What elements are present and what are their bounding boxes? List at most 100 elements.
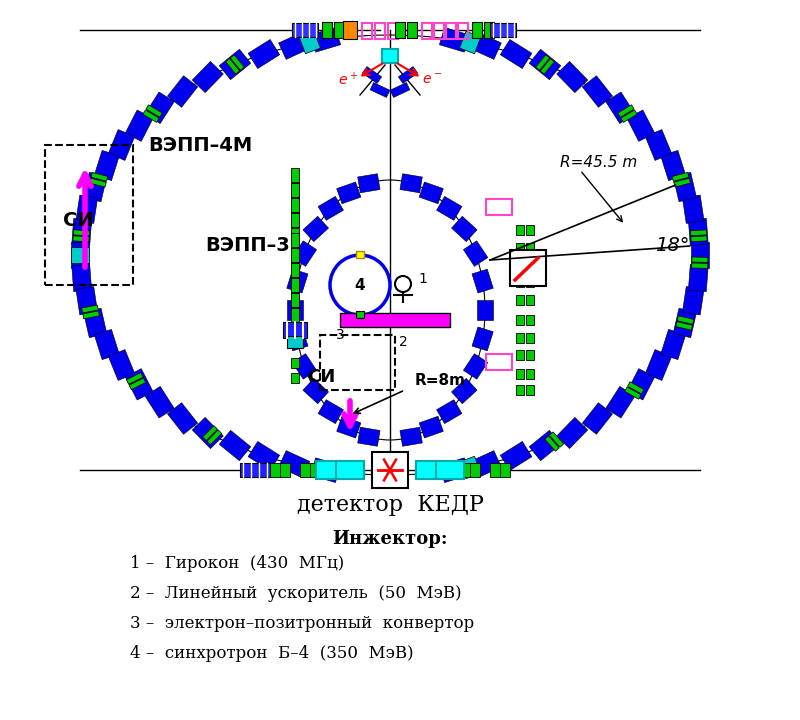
Bar bbox=[434, 23, 444, 39]
Polygon shape bbox=[691, 236, 707, 242]
Polygon shape bbox=[690, 230, 706, 236]
Polygon shape bbox=[400, 174, 422, 193]
Bar bbox=[526, 315, 534, 325]
Polygon shape bbox=[451, 216, 477, 242]
Bar bbox=[291, 278, 299, 292]
Bar bbox=[388, 23, 398, 39]
Polygon shape bbox=[463, 241, 488, 266]
Polygon shape bbox=[463, 354, 488, 379]
Polygon shape bbox=[459, 456, 481, 479]
Polygon shape bbox=[557, 418, 588, 449]
Bar bbox=[490, 463, 500, 477]
Polygon shape bbox=[71, 242, 89, 268]
Polygon shape bbox=[625, 387, 641, 399]
Polygon shape bbox=[673, 308, 697, 338]
Text: 2: 2 bbox=[398, 335, 407, 349]
Text: СИ: СИ bbox=[307, 368, 335, 386]
Bar bbox=[422, 23, 432, 39]
Polygon shape bbox=[292, 354, 317, 379]
Polygon shape bbox=[287, 300, 303, 320]
Bar bbox=[446, 23, 456, 39]
Polygon shape bbox=[437, 197, 462, 220]
Polygon shape bbox=[278, 32, 310, 59]
Bar bbox=[292, 23, 318, 37]
Bar bbox=[291, 248, 299, 262]
Bar bbox=[343, 21, 357, 39]
Polygon shape bbox=[82, 311, 99, 319]
Polygon shape bbox=[76, 195, 98, 223]
Text: 4: 4 bbox=[354, 277, 366, 292]
Polygon shape bbox=[167, 402, 198, 434]
Polygon shape bbox=[627, 110, 654, 141]
Text: $e^-$: $e^-$ bbox=[422, 73, 442, 87]
Polygon shape bbox=[126, 369, 153, 400]
Text: ВЭПП–3: ВЭПП–3 bbox=[206, 235, 290, 254]
Polygon shape bbox=[618, 105, 634, 117]
Bar bbox=[280, 463, 290, 477]
Bar bbox=[516, 260, 524, 270]
Text: ВЭПП–4М: ВЭПП–4М bbox=[148, 135, 252, 155]
Bar bbox=[372, 452, 408, 488]
Polygon shape bbox=[83, 308, 107, 338]
Polygon shape bbox=[248, 441, 280, 470]
Polygon shape bbox=[192, 418, 223, 449]
Polygon shape bbox=[286, 327, 308, 351]
Polygon shape bbox=[692, 263, 708, 269]
Text: детектор  КЕДР: детектор КЕДР bbox=[297, 494, 483, 516]
Polygon shape bbox=[299, 31, 321, 54]
Bar bbox=[526, 225, 534, 235]
Polygon shape bbox=[530, 431, 561, 461]
Bar bbox=[320, 335, 395, 390]
Polygon shape bbox=[451, 379, 477, 404]
Bar bbox=[291, 373, 299, 383]
Polygon shape bbox=[500, 40, 532, 68]
Bar bbox=[395, 22, 405, 38]
Polygon shape bbox=[337, 182, 361, 204]
Bar bbox=[516, 350, 524, 360]
Bar bbox=[334, 22, 344, 38]
Text: Инжектор:: Инжектор: bbox=[332, 530, 448, 548]
Bar bbox=[516, 385, 524, 395]
Bar bbox=[486, 354, 512, 370]
Bar bbox=[340, 313, 450, 327]
Polygon shape bbox=[673, 172, 697, 202]
Bar bbox=[458, 23, 468, 39]
Bar bbox=[291, 198, 299, 212]
Text: 3: 3 bbox=[336, 328, 344, 342]
Bar bbox=[375, 23, 385, 39]
Polygon shape bbox=[167, 76, 198, 107]
Bar bbox=[291, 213, 299, 227]
Bar bbox=[287, 336, 303, 348]
Polygon shape bbox=[303, 379, 329, 404]
Polygon shape bbox=[530, 49, 561, 80]
Polygon shape bbox=[370, 83, 390, 97]
Polygon shape bbox=[550, 432, 564, 447]
Text: 1 –  Гирокон  (430  МГц): 1 – Гирокон (430 МГц) bbox=[130, 555, 344, 572]
Polygon shape bbox=[582, 76, 613, 107]
Bar bbox=[322, 22, 332, 38]
Polygon shape bbox=[90, 179, 106, 187]
Polygon shape bbox=[94, 329, 119, 359]
Polygon shape bbox=[661, 329, 686, 359]
Polygon shape bbox=[143, 110, 159, 122]
Bar bbox=[291, 248, 299, 262]
Bar bbox=[356, 311, 364, 318]
Polygon shape bbox=[390, 83, 410, 97]
Bar bbox=[472, 22, 482, 38]
Polygon shape bbox=[292, 241, 317, 266]
Bar bbox=[516, 277, 524, 287]
Bar bbox=[240, 463, 270, 477]
Polygon shape bbox=[278, 451, 310, 478]
Polygon shape bbox=[477, 300, 493, 320]
Polygon shape bbox=[126, 110, 153, 141]
Bar bbox=[470, 463, 480, 477]
Polygon shape bbox=[606, 92, 635, 124]
Polygon shape bbox=[472, 269, 494, 293]
Bar bbox=[356, 251, 364, 258]
Polygon shape bbox=[146, 105, 162, 117]
Bar bbox=[291, 358, 299, 368]
Polygon shape bbox=[71, 247, 89, 263]
Bar bbox=[526, 385, 534, 395]
Polygon shape bbox=[358, 174, 380, 193]
Polygon shape bbox=[72, 264, 92, 292]
